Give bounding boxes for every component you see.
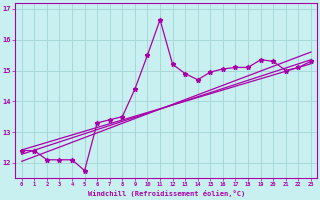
X-axis label: Windchill (Refroidissement éolien,°C): Windchill (Refroidissement éolien,°C) [88,190,245,197]
